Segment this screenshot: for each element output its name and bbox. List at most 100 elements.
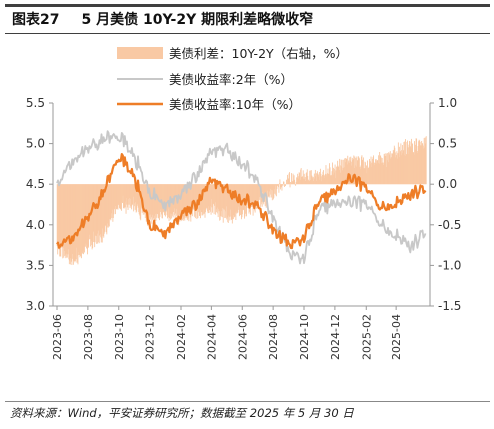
spread-bar: [396, 151, 398, 185]
spread-bar: [78, 184, 80, 256]
spread-bar: [208, 184, 209, 207]
spread-bar: [401, 145, 403, 185]
spread-bar: [292, 181, 294, 185]
spread-bar: [209, 184, 211, 210]
spread-bar: [212, 184, 214, 205]
spread-bar: [326, 174, 328, 185]
spread-bar: [227, 184, 229, 223]
spread-bar: [146, 184, 148, 214]
spread-bar: [303, 173, 305, 185]
spread-bar: [363, 168, 365, 185]
spread-bar: [110, 184, 112, 221]
spread-bar: [292, 173, 294, 185]
spread-bar: [334, 172, 336, 185]
spread-bar: [229, 184, 231, 221]
spread-bar: [162, 184, 164, 213]
spread-bar: [418, 141, 420, 185]
spread-bar: [135, 184, 137, 203]
spread-bar: [315, 176, 317, 185]
spread-bar: [408, 153, 409, 185]
y-left-tick-label: 3.0: [26, 299, 45, 313]
spread-bar: [359, 167, 361, 185]
spread-bar: [340, 159, 342, 185]
title-rule: [5, 33, 490, 34]
spread-bar: [317, 173, 319, 185]
spread-bar: [187, 184, 189, 210]
spread-bar: [79, 184, 80, 255]
spread-bar: [287, 178, 289, 185]
spread-bar: [360, 165, 362, 185]
spread-bar: [163, 184, 165, 213]
spread-bar: [72, 184, 74, 255]
spread-bar: [365, 162, 366, 185]
spread-bar: [70, 184, 72, 259]
spread-bar: [196, 184, 198, 206]
spread-bar: [242, 184, 244, 211]
spread-bar: [268, 184, 270, 192]
spread-bar: [160, 184, 161, 212]
y-right-tick-label: 1.0: [438, 96, 457, 110]
spread-bar: [305, 173, 307, 185]
spread-bar: [127, 184, 129, 208]
spread-bar: [184, 184, 186, 221]
spread-bar: [227, 184, 229, 223]
spread-bar: [402, 150, 404, 185]
spread-bar: [243, 184, 245, 209]
spread-bar: [58, 184, 60, 250]
spread-bar: [146, 184, 148, 222]
spread-bar: [312, 176, 314, 185]
spread-bar: [407, 140, 408, 185]
spread-bar: [370, 164, 371, 185]
spread-bar: [209, 184, 211, 207]
spread-bar: [187, 184, 189, 219]
spread-bar: [207, 184, 208, 212]
spread-bar: [105, 184, 107, 233]
spread-bar: [372, 157, 374, 185]
spread-bar: [325, 173, 326, 185]
spread-bar: [267, 184, 269, 191]
spread-bar: [367, 168, 369, 185]
spread-bar: [232, 184, 234, 220]
spread-bar: [247, 184, 249, 203]
spread-bar: [88, 184, 90, 240]
spread-bar: [410, 148, 412, 185]
spread-bar: [374, 163, 376, 185]
spread-bar: [98, 184, 100, 243]
x-tick-label: 2023-12: [144, 314, 157, 360]
spread-bar: [329, 167, 331, 185]
spread-bar: [288, 173, 290, 185]
spread-bar: [357, 160, 359, 185]
spread-bar: [213, 184, 215, 204]
spread-bar: [75, 184, 77, 260]
spread-bar: [416, 150, 418, 185]
spread-bar: [183, 184, 185, 218]
spread-bar: [73, 184, 75, 261]
spread-bar: [389, 155, 391, 185]
spread-bar: [277, 184, 279, 188]
spread-bar: [105, 184, 107, 226]
spread-bar: [150, 184, 152, 218]
spread-bar: [290, 182, 292, 185]
spread-bar: [307, 179, 309, 185]
spread-bar: [311, 178, 313, 185]
spread-bar: [370, 156, 372, 185]
spread-bar: [249, 184, 251, 204]
spread-bar: [215, 184, 217, 215]
spread-bar: [151, 184, 153, 220]
spread-bar: [219, 184, 221, 220]
spread-bar: [60, 184, 62, 248]
spread-bar: [272, 184, 274, 200]
spread-bar: [210, 184, 212, 215]
spread-bar: [140, 184, 142, 221]
spread-bar: [304, 177, 306, 185]
spread-bar: [338, 170, 340, 185]
spread-bar: [259, 184, 261, 200]
spread-bar: [60, 184, 62, 257]
spread-bar: [412, 152, 414, 185]
spread-bar: [255, 184, 257, 205]
x-tick-label: 2025-04: [390, 314, 403, 360]
spread-bar: [334, 164, 336, 185]
spread-bar: [108, 184, 110, 226]
spread-bar: [333, 168, 335, 185]
spread-bar: [83, 184, 85, 247]
